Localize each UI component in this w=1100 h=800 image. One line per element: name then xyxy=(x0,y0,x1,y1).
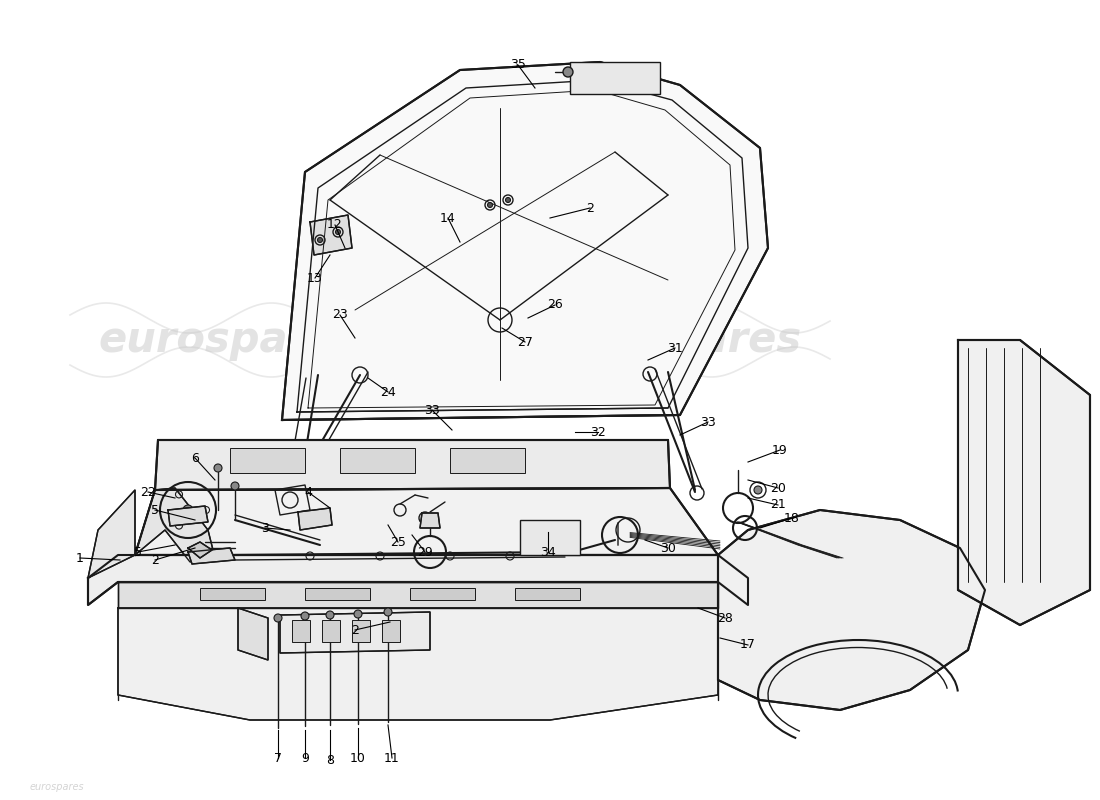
Text: 3: 3 xyxy=(261,522,268,534)
Polygon shape xyxy=(958,340,1090,625)
Text: 31: 31 xyxy=(667,342,683,354)
Text: 26: 26 xyxy=(547,298,563,311)
Circle shape xyxy=(301,612,309,620)
Text: 19: 19 xyxy=(772,443,788,457)
Text: 17: 17 xyxy=(740,638,756,651)
Polygon shape xyxy=(298,508,332,530)
Circle shape xyxy=(231,482,239,490)
Polygon shape xyxy=(718,510,984,710)
Text: 2: 2 xyxy=(586,202,594,214)
Circle shape xyxy=(354,610,362,618)
Circle shape xyxy=(183,505,192,515)
Polygon shape xyxy=(280,612,430,653)
Bar xyxy=(322,620,340,642)
Bar xyxy=(450,448,525,473)
Circle shape xyxy=(563,67,573,77)
Bar xyxy=(515,588,580,600)
Text: 8: 8 xyxy=(326,754,334,766)
Text: 32: 32 xyxy=(590,426,606,438)
Text: 35: 35 xyxy=(510,58,526,71)
Polygon shape xyxy=(88,555,748,605)
Bar xyxy=(340,448,415,473)
Text: 33: 33 xyxy=(700,415,716,429)
Polygon shape xyxy=(168,506,208,526)
Polygon shape xyxy=(118,608,718,720)
Circle shape xyxy=(487,202,493,207)
Bar xyxy=(570,62,660,94)
Text: 20: 20 xyxy=(770,482,785,494)
Text: 18: 18 xyxy=(784,511,800,525)
Polygon shape xyxy=(310,215,352,255)
Text: 7: 7 xyxy=(274,751,282,765)
Text: eurospares: eurospares xyxy=(30,782,85,792)
Bar xyxy=(520,520,580,555)
Bar xyxy=(292,620,310,642)
Text: 11: 11 xyxy=(384,751,400,765)
Text: 5: 5 xyxy=(134,546,142,558)
Text: 2: 2 xyxy=(351,623,359,637)
Polygon shape xyxy=(282,62,768,420)
Text: 6: 6 xyxy=(191,451,199,465)
Text: 4: 4 xyxy=(304,486,312,498)
Polygon shape xyxy=(135,488,214,562)
Circle shape xyxy=(336,230,341,234)
Text: 21: 21 xyxy=(770,498,785,511)
Text: 24: 24 xyxy=(381,386,396,398)
Circle shape xyxy=(384,608,392,616)
Text: eurospares: eurospares xyxy=(98,319,362,361)
Text: 22: 22 xyxy=(140,486,156,498)
Text: 34: 34 xyxy=(540,546,556,558)
Polygon shape xyxy=(118,582,718,608)
Bar xyxy=(382,620,400,642)
Circle shape xyxy=(754,486,762,494)
Text: 28: 28 xyxy=(717,611,733,625)
Polygon shape xyxy=(238,608,268,660)
Text: 27: 27 xyxy=(517,335,532,349)
Text: 29: 29 xyxy=(417,546,433,558)
Bar xyxy=(410,588,475,600)
Polygon shape xyxy=(155,440,670,490)
Text: 1: 1 xyxy=(76,551,84,565)
Text: 30: 30 xyxy=(660,542,675,554)
Text: 9: 9 xyxy=(301,751,309,765)
Polygon shape xyxy=(88,490,135,578)
Polygon shape xyxy=(135,488,718,555)
Text: 14: 14 xyxy=(440,211,455,225)
Bar xyxy=(352,620,370,642)
Polygon shape xyxy=(188,548,235,564)
Circle shape xyxy=(214,464,222,472)
Text: eurospares: eurospares xyxy=(538,319,802,361)
Bar xyxy=(305,588,370,600)
Polygon shape xyxy=(420,513,440,528)
Circle shape xyxy=(318,238,322,242)
Text: 5: 5 xyxy=(151,503,160,517)
Text: 12: 12 xyxy=(327,218,343,231)
Text: 13: 13 xyxy=(307,271,323,285)
Circle shape xyxy=(274,614,282,622)
Bar xyxy=(200,588,265,600)
Text: 23: 23 xyxy=(332,309,348,322)
Polygon shape xyxy=(275,485,310,515)
Text: 2: 2 xyxy=(151,554,158,566)
Text: 10: 10 xyxy=(350,751,366,765)
Bar xyxy=(230,448,305,473)
Polygon shape xyxy=(188,542,212,558)
Circle shape xyxy=(326,611,334,619)
Text: 33: 33 xyxy=(425,403,440,417)
Text: 25: 25 xyxy=(390,535,406,549)
Circle shape xyxy=(506,198,510,202)
